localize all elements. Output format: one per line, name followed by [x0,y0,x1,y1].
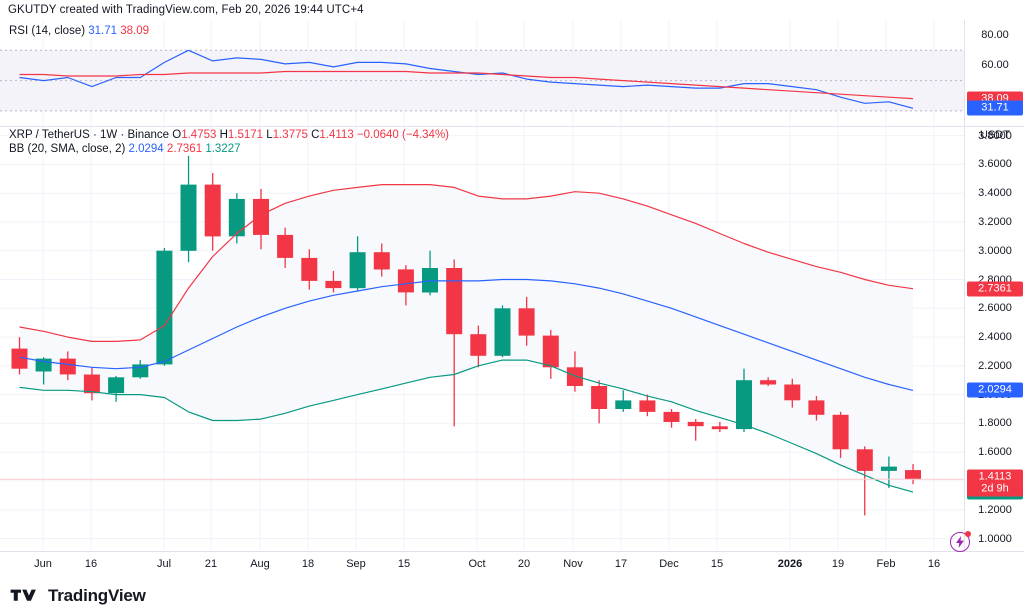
price-scale[interactable]: USDT 3.8000 3.6000 3.4000 3.2000 3.0000 2.800… [964,127,1024,550]
time-label: Nov [563,558,583,570]
price-tick: 2.6000 [978,302,1012,315]
price-scale-currency: USDT [980,129,1010,141]
time-label: 17 [614,558,628,570]
rsi-legend-value-blue: 31.71 [88,25,118,37]
time-label: Dec [659,558,679,570]
price-tick: 3.2000 [978,216,1012,228]
time-label: Jun [34,558,52,570]
rsi-value-badge: 31.71 [967,100,1023,116]
legend-interval: 1W [100,129,118,141]
legend-symbol: XRP / TetherUS [9,129,90,141]
price-tick: 3.6000 [978,158,1012,171]
price-tick: 1.2000 [978,503,1012,516]
rsi-legend[interactable]: RSI (14, close) 31.71 38.09 [9,24,149,38]
rsi-price-scale[interactable]: 80.00 60.00 38.09 31.71 [964,20,1024,126]
rsi-plot [0,20,964,126]
rsi-legend-title: RSI (14, close) [9,25,86,37]
bb-basis-badge: 2.0294 [967,382,1023,398]
price-tick: 3.4000 [978,187,1012,200]
price-tick: 2.4000 [978,331,1012,344]
price-tick: 3.8000 [978,129,1012,142]
time-label: 16 [927,558,941,570]
legend-close-label: C [311,129,320,141]
last-price-badge: 1.4113 2d 9h [967,469,1023,497]
price-tick: 2.2000 [978,359,1012,372]
legend-high-value: 1.5171 [227,129,264,141]
time-label: 15 [397,558,411,570]
legend-exchange: Binance [127,129,170,141]
time-label: 20 [517,558,531,570]
time-label: 16 [84,558,98,570]
time-label: 15 [710,558,724,570]
bb-basis-value: 2.0294 [128,143,164,155]
bb-legend-title: BB (20, SMA, close, 2) [9,143,126,155]
alert-lightning-icon[interactable] [950,531,971,552]
time-label: Aug [250,558,270,570]
rsi-tick: 80.00 [981,29,1009,42]
price-legend[interactable]: XRP / TetherUS · 1W · Binance O1.4753 H1… [9,129,450,141]
bb-upper-value: 2.7361 [166,143,203,155]
price-plot [0,127,964,550]
bb-upper-badge: 2.7361 [967,281,1023,297]
time-label: Jul [156,558,172,570]
bb-lower-value: 1.3227 [205,143,241,155]
time-label: 21 [204,558,218,570]
time-label: 19 [831,558,845,570]
legend-low-label: L [266,129,273,141]
bollinger-bands-legend[interactable]: BB (20, SMA, close, 2) 2.0294 2.7361 1.3… [9,142,241,156]
rsi-pane [0,20,964,126]
watermark-text: GKUTDY created with TradingView.com, Feb… [8,4,364,16]
legend-change: −0.0640 (−4.34%) [356,129,450,141]
price-tick: 1.0000 [978,532,1012,545]
tradingview-logo-text: TradingView [48,586,146,605]
rsi-svg [0,20,964,126]
footer: TradingView [0,578,1024,614]
lightning-bolt-glyph [956,536,964,548]
time-scale[interactable]: Jun 16 Jul 21 Aug 18 Sep 15 Oct 20 Nov 17 Dec 15 2026 1… [0,551,1024,577]
legend-high-label: H [219,129,228,141]
time-label: 2026 [777,558,803,570]
price-tick: 1.8000 [978,417,1012,430]
legend-open-value: 1.4753 [181,129,217,141]
legend-low-value: 1.3775 [272,129,308,141]
time-label: Feb [876,558,896,570]
alert-notification-dot [965,531,971,537]
price-tick: 3.0000 [978,244,1012,257]
price-tick: 1.6000 [978,446,1012,459]
pane-divider-rsi-price [0,126,1024,127]
time-label: 18 [301,558,315,570]
tradingview-logo-icon [10,589,36,601]
time-label: Sep [346,558,366,570]
rsi-legend-value-red: 38.09 [120,25,150,37]
tradingview-logo[interactable]: TradingView [10,586,146,606]
legend-open-label: O [172,129,182,141]
price-svg [0,127,964,550]
legend-close-value: 1.4113 [319,129,354,141]
price-pane [0,127,964,550]
time-label: Oct [468,558,486,570]
rsi-tick: 60.00 [981,59,1009,72]
